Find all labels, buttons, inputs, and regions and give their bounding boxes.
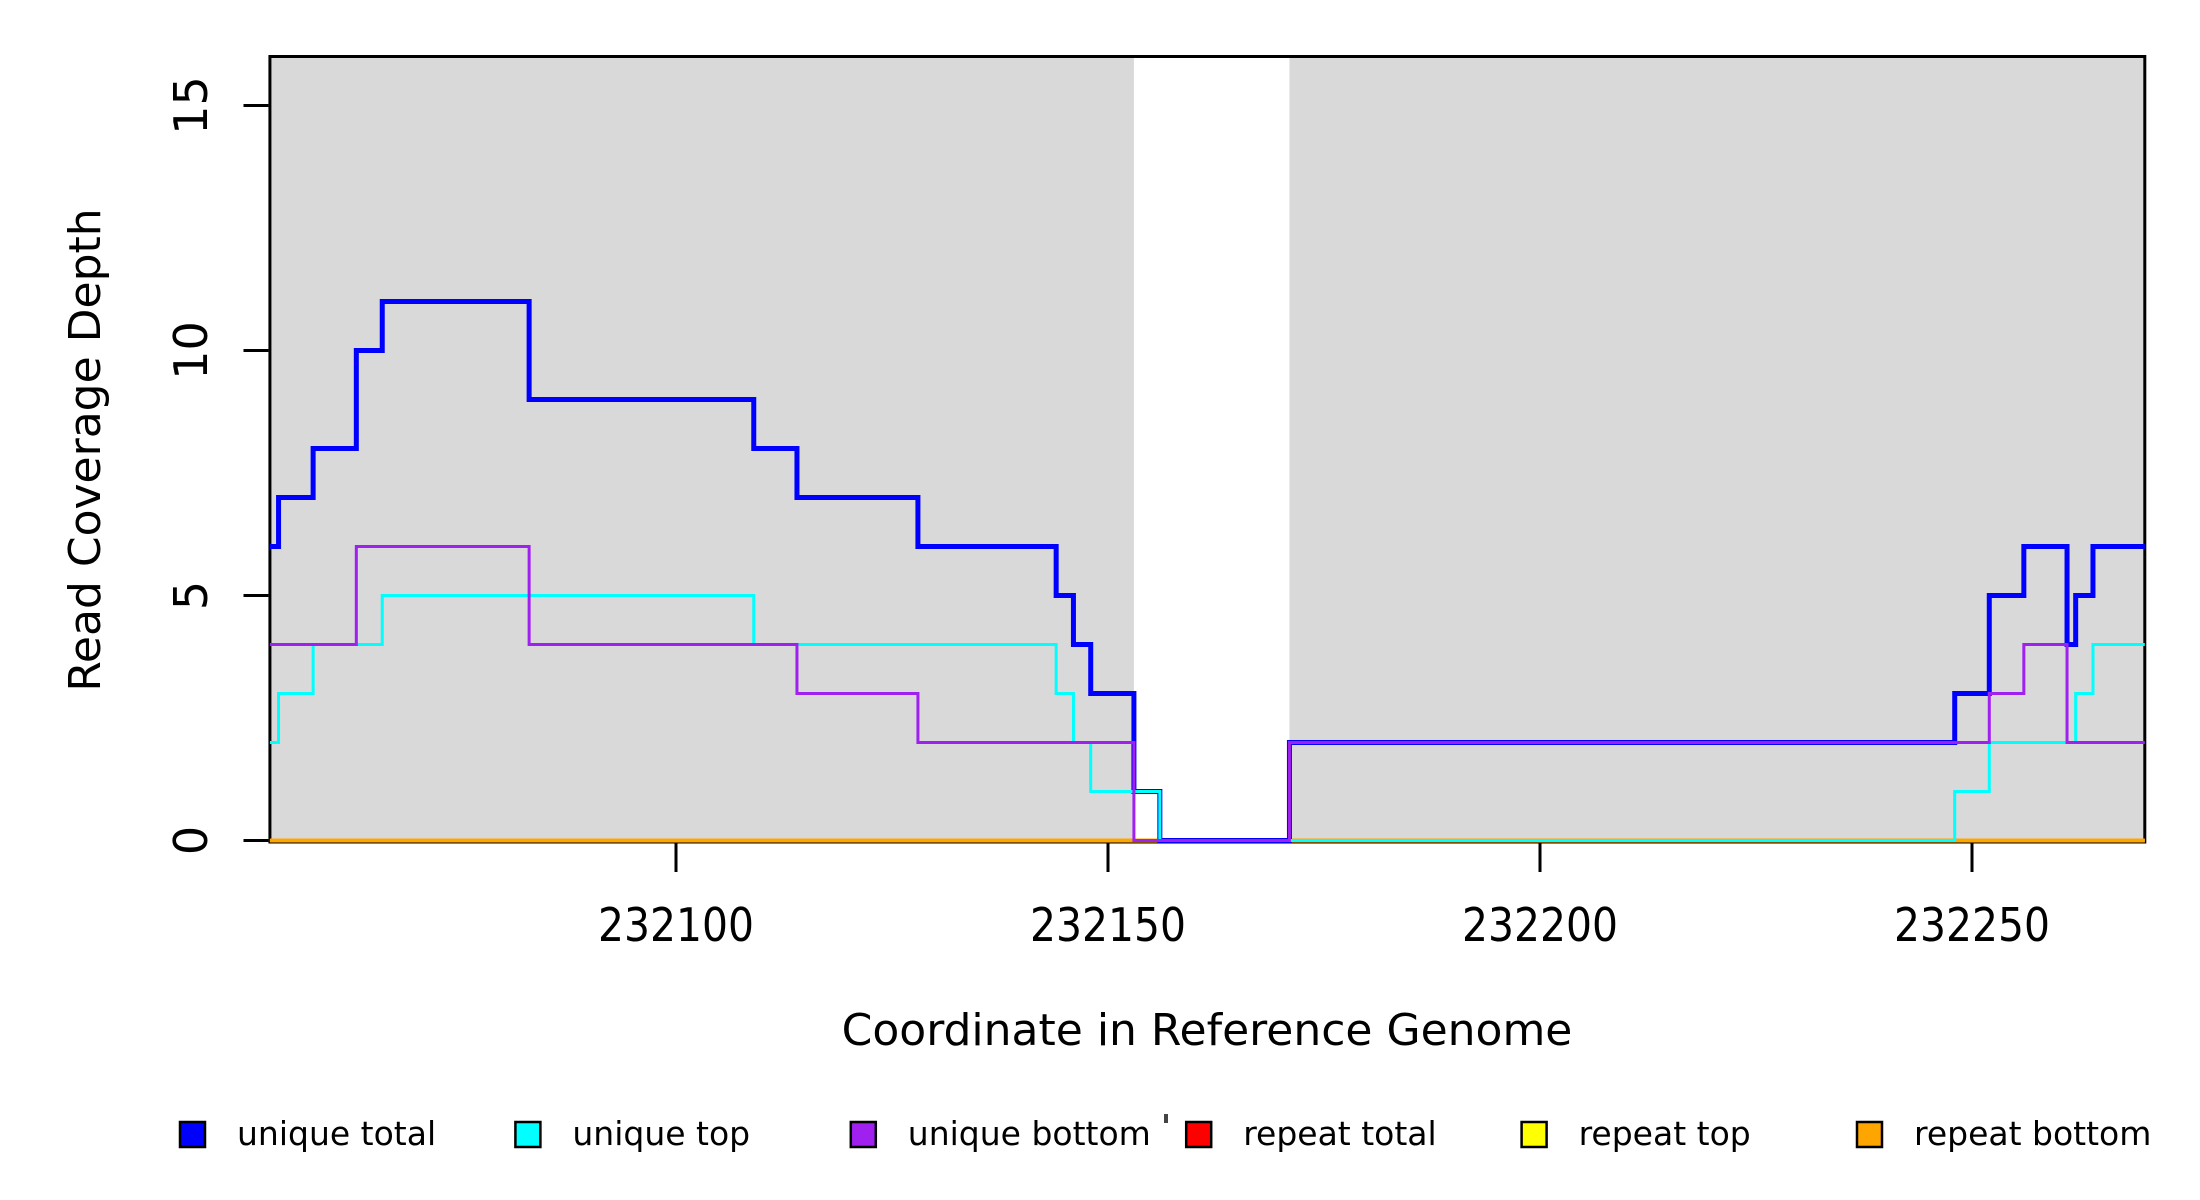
- x-tick-label: 232150: [1030, 898, 1186, 952]
- legend-swatch-unique-top: [514, 1120, 542, 1149]
- y-axis-title: Read Coverage Depth: [60, 208, 111, 691]
- legend-swatch-repeat-total: [1184, 1120, 1213, 1149]
- y-tick-label: 15: [164, 76, 218, 135]
- legend-swatch-unique-bottom: [849, 1120, 878, 1149]
- y-tick-label: 10: [164, 321, 218, 380]
- legend-label-repeat-top: repeat top: [1579, 1114, 1751, 1153]
- x-tick-label: 232200: [1462, 898, 1618, 952]
- x-tick-label: 232250: [1894, 898, 2050, 952]
- x-axis-title: Coordinate in Reference Genome: [842, 1005, 1573, 1056]
- x-tick-label: 232100: [598, 898, 754, 952]
- y-tick-label: 5: [164, 581, 218, 610]
- legend-swatch-repeat-bottom: [1855, 1120, 1884, 1149]
- legend-swatch-unique-total: [178, 1120, 207, 1149]
- legend-label-unique-bottom: unique bottom: [908, 1114, 1151, 1153]
- legend-label-repeat-bottom: repeat bottom: [1914, 1114, 2151, 1153]
- shaded-region-1: [269, 56, 1134, 842]
- shaded-region-2: [1289, 56, 2145, 842]
- legend-label-unique-top: unique top: [572, 1114, 750, 1153]
- legend: unique total unique top unique bottom repea…: [178, 1114, 2151, 1153]
- stray-mark: [1164, 1114, 1168, 1123]
- legend-label-repeat-total: repeat total: [1243, 1114, 1437, 1153]
- series-line-unique-total: [269, 299, 2145, 843]
- legend-swatch-repeat-top: [1520, 1120, 1548, 1149]
- legend-label-unique-total: unique total: [237, 1114, 436, 1153]
- y-tick-label: 0: [164, 826, 218, 855]
- series-line-unique-bottom: [269, 545, 2145, 842]
